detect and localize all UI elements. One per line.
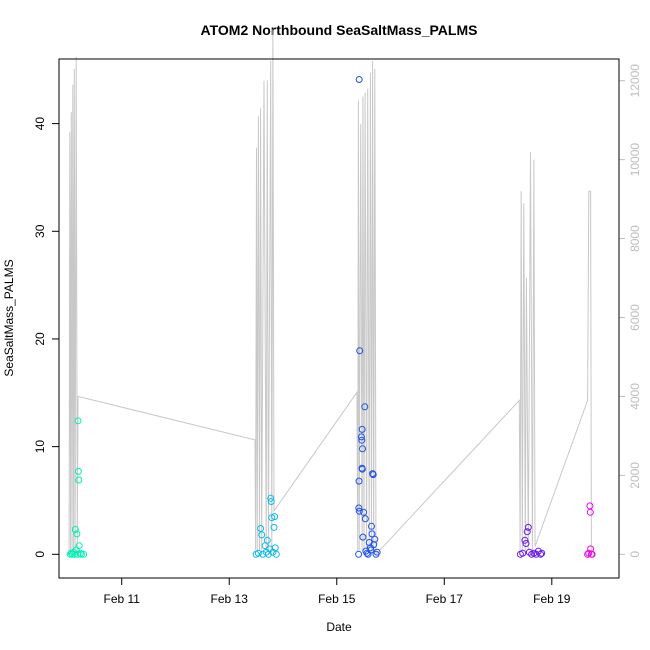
- data-point: [80, 550, 88, 558]
- data-point: [373, 548, 381, 556]
- chart-title: ATOM2 Northbound SeaSaltMass_PALMS: [201, 22, 478, 38]
- data-point: [254, 549, 262, 557]
- data-point: [358, 425, 366, 433]
- x-tick-label: Feb 19: [533, 592, 571, 606]
- data-point: [258, 531, 266, 539]
- data-point: [588, 550, 596, 558]
- data-point: [358, 436, 366, 444]
- x-tick-label: Feb 13: [211, 592, 249, 606]
- data-point: [524, 523, 532, 531]
- y-axis-label: SeaSaltMass_PALMS: [2, 259, 16, 376]
- data-point: [77, 550, 85, 558]
- x-axis-label: Date: [326, 620, 352, 634]
- data-point: [359, 533, 367, 541]
- data-point: [519, 549, 527, 557]
- data-point: [267, 498, 275, 505]
- data-point: [361, 515, 369, 523]
- y-right-tick-label: 12000: [628, 64, 642, 98]
- x-tick-label: Feb 15: [318, 592, 356, 606]
- y-right-tick-label: 2000: [628, 462, 642, 489]
- data-point: [522, 540, 530, 547]
- data-point: [73, 530, 81, 538]
- connecting-line-layer: [68, 29, 592, 556]
- data-point: [357, 433, 365, 441]
- data-point: [358, 465, 366, 473]
- data-point: [371, 535, 379, 543]
- data-point: [355, 477, 363, 485]
- data-point: [271, 544, 279, 552]
- data-point: [538, 549, 546, 557]
- data-point: [74, 417, 82, 425]
- data-point: [267, 494, 275, 502]
- data-point: [584, 550, 592, 558]
- y-left-tick-label: 0: [33, 551, 47, 558]
- x-tick-label: Feb 17: [426, 592, 464, 606]
- data-point: [363, 549, 371, 557]
- y-left-tick-label: 40: [33, 117, 47, 131]
- x-tick-label: Feb 11: [103, 592, 140, 606]
- data-point: [71, 526, 79, 533]
- series-line: [68, 29, 592, 556]
- data-point: [355, 507, 363, 515]
- data-point: [369, 471, 377, 479]
- y-right-tick-label: 8000: [628, 225, 642, 252]
- data-point: [360, 508, 368, 516]
- data-point: [359, 445, 366, 453]
- data-point: [586, 508, 594, 516]
- plot-frame: [58, 58, 620, 579]
- data-point: [355, 550, 363, 558]
- data-point: [368, 522, 375, 530]
- data-point: [361, 403, 369, 411]
- data-point: [523, 528, 531, 536]
- data-point: [356, 347, 364, 355]
- data-point: [257, 525, 265, 532]
- data-point: [525, 548, 533, 556]
- data-point: [75, 476, 83, 484]
- data-point: [537, 550, 545, 558]
- y-left-tick-label: 20: [33, 332, 47, 346]
- y-left-tick-label: 30: [33, 224, 47, 238]
- data-point: [270, 523, 278, 531]
- data-point: [76, 549, 84, 557]
- data-point: [74, 467, 82, 475]
- data-point: [75, 542, 83, 550]
- data-point: [355, 76, 363, 83]
- y-right-tick-label: 6000: [628, 304, 642, 331]
- data-point: [368, 530, 376, 538]
- data-point: [521, 536, 529, 544]
- y-right-tick-label: 10000: [628, 143, 642, 177]
- data-point: [355, 504, 363, 512]
- data-point: [272, 550, 280, 558]
- data-point: [263, 536, 271, 544]
- data-point: [66, 550, 74, 558]
- y-left-tick-label: 10: [33, 440, 47, 454]
- y-right-tick-label: 4000: [628, 383, 642, 410]
- scatter-points-layer: [66, 76, 596, 558]
- y-right-tick-label: 0: [628, 551, 642, 558]
- data-point: [271, 513, 279, 521]
